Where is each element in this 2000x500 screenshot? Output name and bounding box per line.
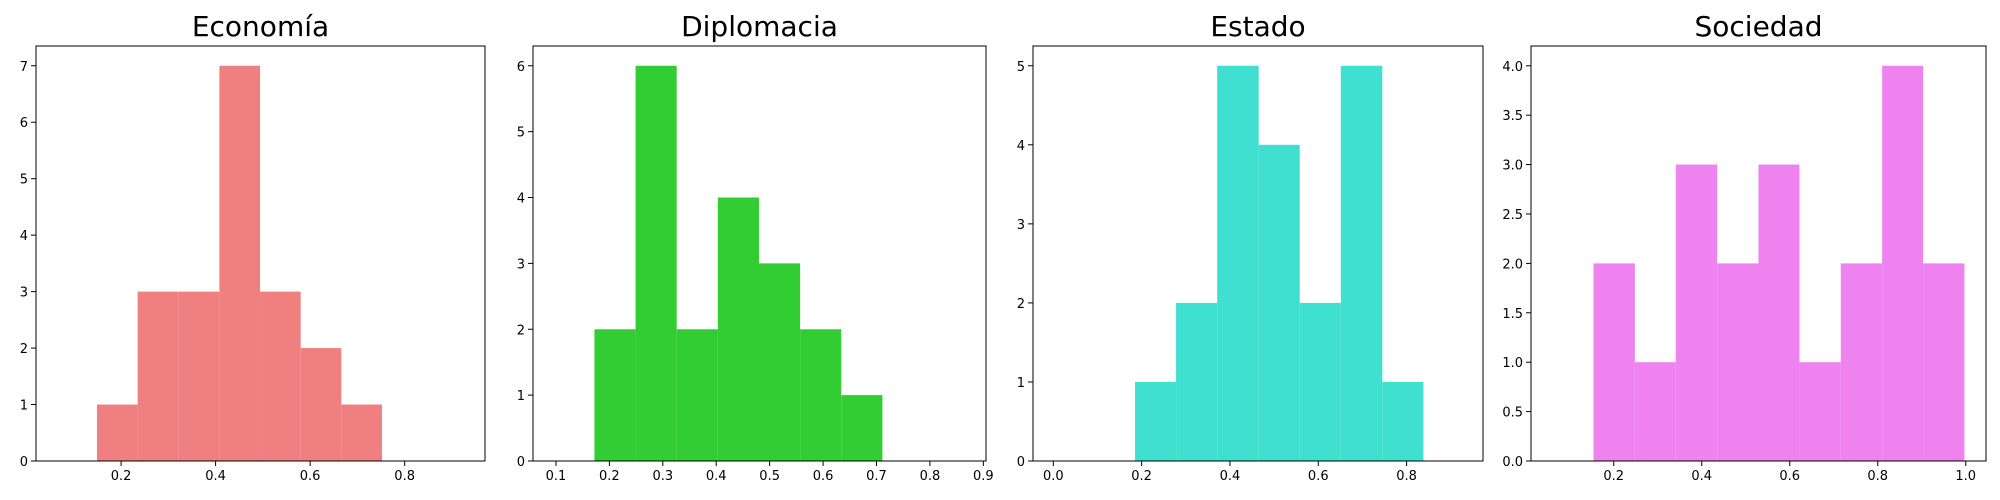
bar [96, 404, 138, 461]
bar [1258, 144, 1300, 462]
bar [758, 263, 801, 461]
y-tick-label: 5 [20, 173, 28, 188]
axes-frame [1530, 45, 1987, 462]
x-tick-label: 0.8 [920, 469, 941, 484]
bar [1382, 381, 1424, 461]
y-tick-label: 0 [517, 455, 525, 470]
y-tick-label: 2.0 [1502, 257, 1523, 272]
y-tick-label: 0 [20, 455, 28, 470]
y-tick-label: 1.0 [1502, 356, 1523, 371]
bar [841, 395, 883, 461]
bar [635, 65, 677, 461]
x-tick-label: 0.8 [1867, 469, 1888, 484]
y-tick-label: 4 [20, 229, 28, 244]
axes-frame [35, 45, 486, 462]
bar [260, 291, 301, 461]
y-tick-label: 3 [1017, 218, 1025, 233]
y-tick-label: 5 [1017, 60, 1025, 75]
x-tick-label: 0.2 [599, 469, 620, 484]
x-tick-label: 0.2 [111, 469, 132, 484]
chart-title: Economía [192, 10, 329, 43]
y-tick-label: 6 [517, 60, 525, 75]
y-tick-label: 4 [517, 192, 525, 207]
bar [1634, 362, 1676, 461]
bar [1882, 65, 1924, 461]
bar [1923, 263, 1965, 461]
bar [800, 329, 842, 461]
y-tick-label: 2 [1017, 297, 1025, 312]
x-tick-label: 0.5 [759, 469, 780, 484]
bar [1799, 362, 1841, 461]
y-tick-label: 1.5 [1502, 307, 1523, 322]
y-tick-label: 5 [517, 126, 525, 141]
y-tick-label: 6 [20, 116, 28, 131]
x-tick-label: 0.4 [1691, 469, 1712, 484]
chart-title: Diplomacia [681, 10, 838, 43]
x-tick-label: 0.6 [1308, 469, 1329, 484]
x-tick-label: 0.1 [546, 469, 567, 484]
bar [1840, 263, 1883, 461]
x-tick-label: 0.4 [205, 469, 226, 484]
bar [1217, 65, 1259, 461]
chart-title: Sociedad [1694, 10, 1822, 43]
y-tick-label: 0 [1017, 455, 1025, 470]
x-tick-label: 0.8 [394, 469, 415, 484]
x-tick-label: 1.0 [1955, 469, 1976, 484]
y-tick-label: 1 [517, 389, 525, 404]
x-tick-label: 0.9 [973, 469, 994, 484]
bar [137, 291, 179, 461]
bar [1176, 302, 1218, 461]
chart-title: Estado [1210, 10, 1305, 43]
x-tick-label: 0.6 [1779, 469, 1800, 484]
y-tick-label: 0.5 [1502, 406, 1523, 421]
x-tick-label: 0.2 [1131, 469, 1152, 484]
x-tick-label: 0.3 [652, 469, 673, 484]
x-tick-label: 0.0 [1043, 469, 1064, 484]
bar [676, 329, 718, 461]
bar [341, 404, 382, 461]
x-tick-label: 0.4 [706, 469, 727, 484]
y-tick-label: 1 [20, 399, 28, 414]
y-tick-label: 3 [20, 286, 28, 301]
bar [219, 65, 261, 461]
bar [594, 329, 636, 461]
y-tick-label: 2.5 [1502, 208, 1523, 223]
x-tick-label: 0.4 [1220, 469, 1241, 484]
axes-frame [532, 45, 987, 462]
bar [1593, 263, 1635, 461]
bar [717, 197, 759, 461]
y-tick-label: 2 [20, 342, 28, 357]
bar [1299, 302, 1341, 461]
bar [1135, 381, 1177, 461]
x-tick-label: 0.7 [866, 469, 887, 484]
bar [300, 348, 342, 461]
bar [1340, 65, 1383, 461]
axes-frame [1032, 45, 1484, 462]
x-tick-label: 0.2 [1603, 469, 1624, 484]
y-tick-label: 4.0 [1502, 60, 1523, 75]
bar [1675, 164, 1718, 462]
y-tick-label: 3.0 [1502, 159, 1523, 174]
y-tick-label: 1 [1017, 376, 1025, 391]
y-tick-label: 2 [517, 323, 525, 338]
x-tick-label: 0.6 [813, 469, 834, 484]
y-tick-label: 4 [1017, 139, 1025, 154]
bar [1717, 263, 1759, 461]
bar [178, 291, 220, 461]
y-tick-label: 3.5 [1502, 109, 1523, 124]
y-tick-label: 7 [20, 60, 28, 75]
bar [1758, 164, 1800, 462]
y-tick-label: 0.0 [1502, 455, 1523, 470]
x-tick-label: 0.8 [1396, 469, 1417, 484]
y-tick-label: 3 [517, 257, 525, 272]
x-tick-label: 0.6 [300, 469, 321, 484]
